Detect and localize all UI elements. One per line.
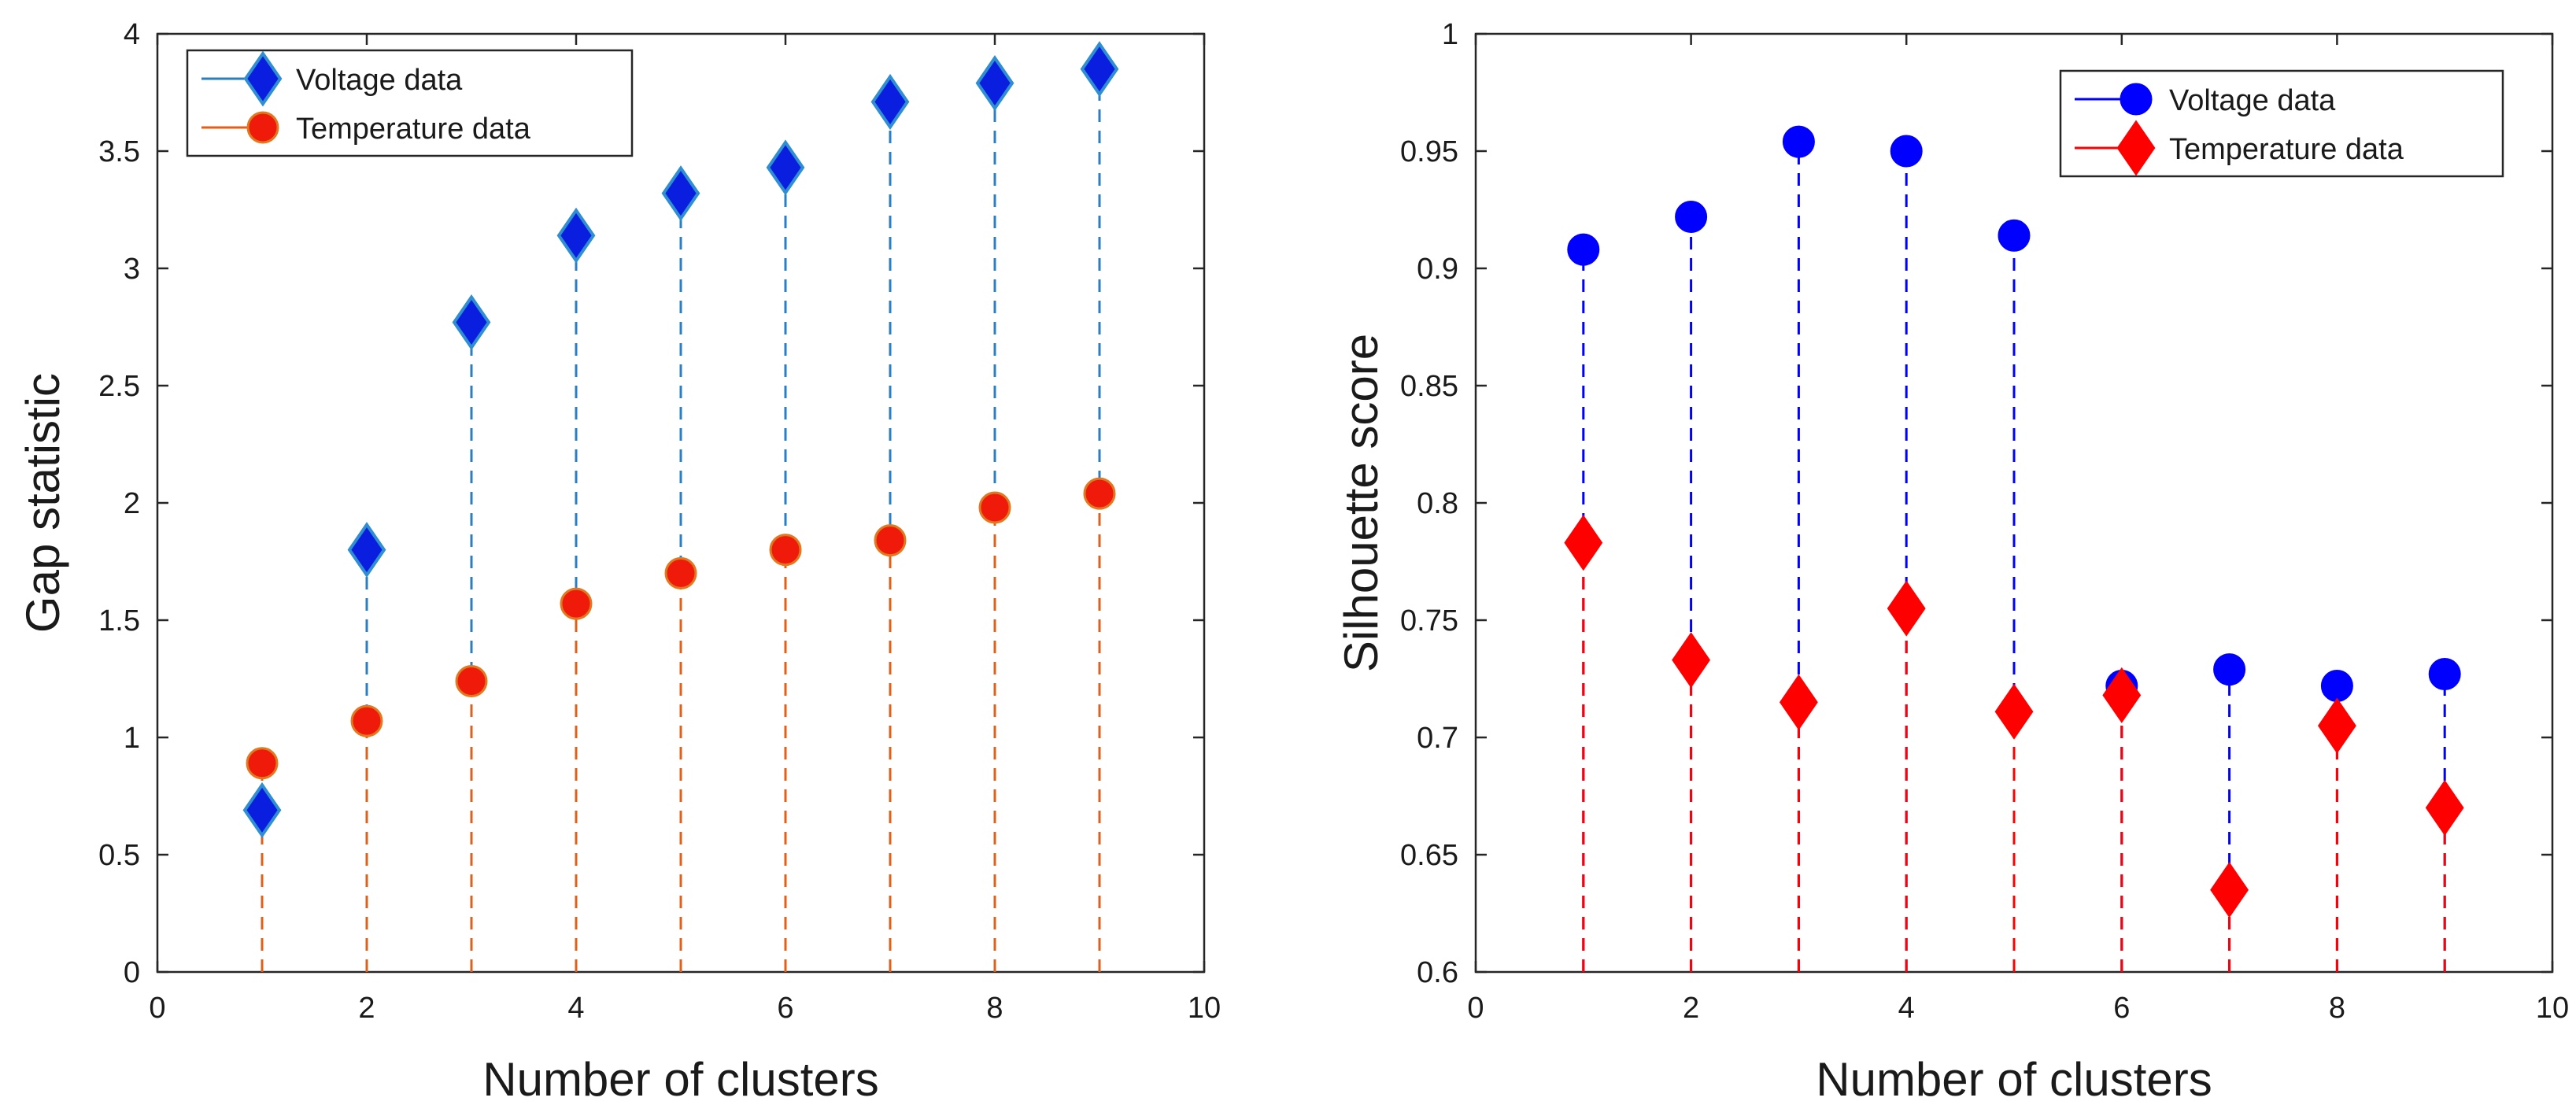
data-point-circle [350, 704, 383, 737]
x-tick-label: 0 [1467, 992, 1484, 1025]
y-axis-label: Gap statistic [17, 373, 69, 633]
data-point-circle [2213, 653, 2246, 686]
x-axis-label: Number of clusters [1816, 1053, 2212, 1106]
data-point-diamond [1994, 683, 2034, 740]
y-tick-label: 0.85 [1400, 370, 1458, 403]
x-tick-label: 8 [986, 992, 1003, 1025]
data-point-circle [1782, 125, 1815, 158]
x-tick-label: 0 [149, 992, 165, 1025]
y-tick-label: 3.5 [98, 135, 140, 168]
data-point-diamond [2102, 667, 2142, 723]
chart-panel-2: 0 2 4 6 8 10 0.6 0.65 0.7 0.75 0.8 0.85 0.9 0.95 1 Numb… [1335, 18, 2569, 1106]
x-tick-label: 10 [2536, 992, 2569, 1025]
x-tick-label: 4 [567, 992, 584, 1025]
data-point-diamond [766, 139, 805, 196]
data-point-diamond [347, 522, 386, 578]
y-tick-label: 4 [124, 18, 140, 51]
y-tick-label: 1.5 [98, 604, 140, 637]
y-tick-label: 0.8 [1417, 487, 1458, 520]
data-point-circle [664, 556, 697, 589]
y-tick-label: 2.5 [98, 370, 140, 403]
x-tick-label: 2 [1683, 992, 1699, 1025]
y-tick-label: 0.7 [1417, 722, 1458, 755]
legend-circle-icon [2120, 83, 2153, 116]
y-tick-label: 0.95 [1400, 135, 1458, 168]
data-point-diamond [870, 73, 910, 130]
data-point-circle [769, 534, 802, 567]
data-point-diamond [2210, 862, 2249, 918]
data-point-circle [874, 524, 907, 557]
data-point-circle [978, 491, 1011, 524]
data-point-diamond [975, 55, 1015, 112]
y-axis-label: Silhouette score [1335, 334, 1388, 672]
data-point-circle [455, 664, 488, 697]
legend-label: Temperature data [2169, 133, 2404, 166]
legend-label: Voltage data [296, 64, 463, 97]
x-tick-label: 4 [1898, 992, 1915, 1025]
legend-label: Temperature data [296, 113, 531, 146]
y-tick-label: 3 [124, 253, 140, 286]
data-point-circle [246, 747, 279, 780]
y-tick-label: 0.6 [1417, 956, 1458, 989]
data-point-circle [1083, 477, 1116, 510]
y-tick-label: 1 [1442, 18, 1458, 51]
y-tick-label: 0.65 [1400, 839, 1458, 872]
data-point-circle [1675, 200, 1708, 233]
x-tick-label: 6 [2113, 992, 2130, 1025]
data-point-circle [1890, 135, 1923, 168]
data-point-diamond [452, 294, 491, 351]
legend-label: Voltage data [2169, 84, 2336, 117]
y-tick-label: 0.9 [1417, 253, 1458, 286]
data-point-diamond [1887, 580, 1926, 637]
data-point-diamond [2317, 697, 2356, 754]
data-point-diamond [1080, 41, 1119, 98]
data-point-diamond [242, 782, 282, 838]
data-point-diamond [661, 165, 700, 222]
data-point-diamond [556, 207, 596, 264]
legend: Voltage data Temperature data [2059, 69, 2504, 178]
x-tick-label: 8 [2329, 992, 2345, 1025]
x-axis-label: Number of clusters [482, 1053, 879, 1106]
data-point-diamond [1564, 515, 1603, 571]
y-tick-label: 0.75 [1400, 604, 1458, 637]
chart-panel-1: 0 2 4 6 8 10 0 0.5 1 1.5 2 2.5 3 3.5 4 Number of cluste… [17, 18, 1221, 1106]
data-point-circle [1567, 233, 1600, 266]
data-point-circle [2320, 669, 2353, 702]
y-tick-label: 0.5 [98, 839, 140, 872]
legend: Voltage data Temperature data [186, 49, 634, 157]
y-tick-label: 1 [124, 722, 140, 755]
data-point-circle [2428, 658, 2461, 691]
y-tick-label: 0 [124, 956, 140, 989]
data-point-circle [1998, 219, 2031, 252]
x-tick-label: 10 [1188, 992, 1221, 1025]
data-point-circle [560, 587, 593, 620]
legend-circle-icon [246, 111, 279, 144]
x-tick-label: 2 [358, 992, 375, 1025]
x-tick-label: 6 [777, 992, 793, 1025]
y-tick-label: 2 [124, 487, 140, 520]
legend-diamond-icon [243, 50, 283, 107]
legend-diamond-icon [2116, 120, 2156, 176]
data-point-diamond [2425, 779, 2464, 836]
data-point-diamond [1779, 674, 1818, 730]
data-point-diamond [1672, 632, 1711, 689]
